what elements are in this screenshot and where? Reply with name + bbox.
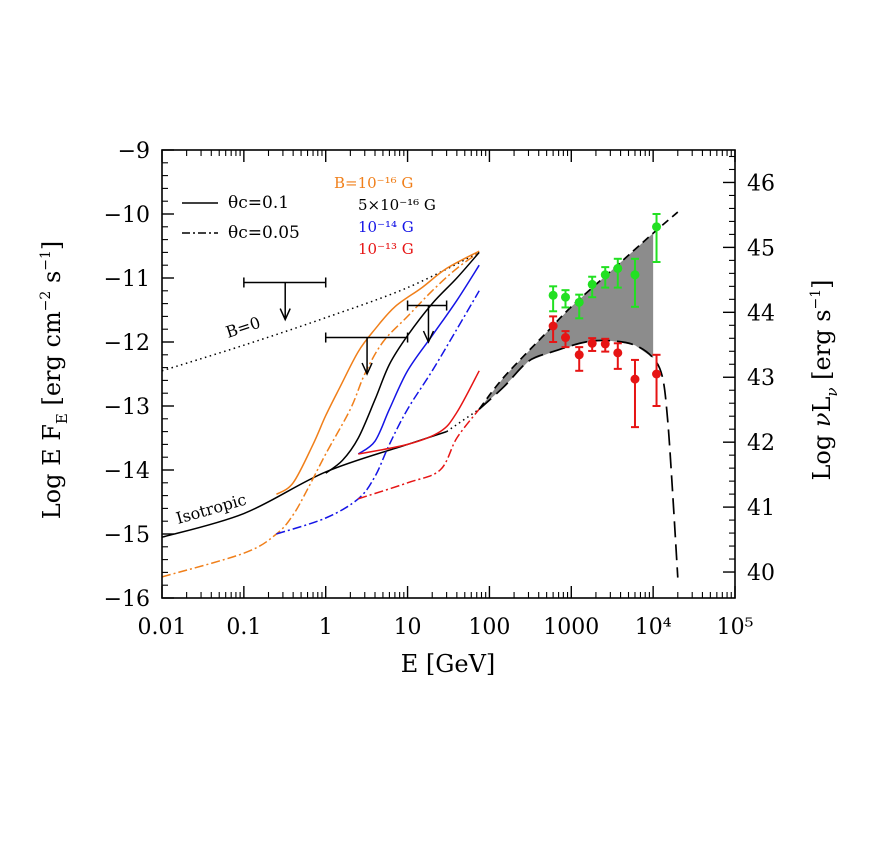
y-tick-label-right-6: 46 [747, 171, 775, 196]
upper-limits-layer [243, 277, 448, 376]
series-line-4 [162, 251, 480, 578]
data-point-high-1 [561, 292, 571, 302]
legend-field-1e-13: 10⁻¹³ G [358, 240, 414, 258]
data-points-layer [548, 213, 662, 429]
upper-limit-arrowhead-1 [361, 362, 373, 376]
series-line-9 [358, 408, 480, 500]
y-tick-label-right-3: 43 [747, 366, 775, 391]
data-point-low-7 [652, 369, 662, 379]
x-tick-label-1: 0.1 [226, 615, 261, 640]
series-line-11 [478, 339, 679, 578]
model-band-layer [479, 233, 654, 410]
data-point-high-3 [587, 279, 597, 289]
y-tick-label-right-1: 41 [747, 496, 775, 521]
annotation-b0: B=0 [223, 313, 262, 342]
x-tick-label-4: 100 [468, 615, 510, 640]
y-tick-label-right-0: 40 [747, 561, 775, 586]
plot-frame [161, 149, 736, 599]
y-tick-label-right-5: 45 [747, 236, 775, 261]
model-band-shading [479, 233, 654, 410]
y-tick-label-left-4: −12 [104, 331, 150, 356]
data-point-high-6 [630, 270, 640, 280]
upper-limit-arrowhead-0 [279, 308, 291, 322]
x-tick-label-0: 0.01 [138, 615, 187, 640]
data-point-low-0 [548, 321, 558, 331]
legend-label-theta-0.05: θc=0.05 [228, 223, 300, 243]
data-point-high-2 [574, 297, 584, 307]
x-tick-label-7: 10⁵ [717, 615, 754, 640]
legend-label-theta-0.1: θc=0.1 [228, 193, 289, 213]
data-point-low-4 [600, 339, 610, 349]
data-point-low-6 [630, 374, 640, 384]
y-tick-label-right-2: 42 [747, 431, 775, 456]
y-tick-label-left-2: −14 [104, 459, 150, 484]
series-line-8 [358, 370, 480, 455]
model-curves-layer [162, 211, 679, 578]
x-tick-label-3: 10 [394, 615, 422, 640]
x-tick-label-5: 1000 [543, 615, 599, 640]
data-point-low-1 [561, 333, 571, 343]
legend: θc=0.1 θc=0.05 B=10⁻¹⁶ G 5×10⁻¹⁶ G 10⁻¹⁴… [182, 174, 436, 258]
x-tick-label-6: 10⁴ [635, 615, 672, 640]
y-tick-label-left-6: −10 [104, 203, 150, 228]
data-point-high-4 [600, 270, 610, 280]
series-line-5 [325, 251, 480, 474]
legend-field-5e-16: 5×10⁻¹⁶ G [358, 196, 436, 214]
series-line-7 [276, 290, 480, 535]
data-point-high-7 [652, 222, 662, 232]
x-tick-label-2: 1 [319, 615, 333, 640]
data-point-low-2 [574, 350, 584, 360]
ticks-layer: 0.01 0.1 1 10 100 1000 10⁴ 10⁵ −16 −15 −14 −13 −12 −1… [104, 139, 775, 640]
y-axis-title-right: Log νLν [erg s−1] [808, 279, 841, 480]
legend-field-1e-16: B=10⁻¹⁶ G [334, 174, 413, 192]
x-axis-title: E [GeV] [401, 650, 496, 678]
y-tick-label-right-4: 44 [747, 301, 775, 326]
y-tick-label-left-3: −13 [104, 395, 150, 420]
series-line-10 [478, 211, 679, 410]
series-line-0 [162, 251, 480, 372]
y-tick-label-left-5: −11 [104, 267, 150, 292]
data-point-high-5 [613, 263, 623, 273]
y-tick-label-left-1: −15 [104, 523, 150, 548]
series-line-6 [357, 264, 480, 455]
y-tick-label-left-7: −9 [118, 139, 150, 164]
y-axis-title-left: Log E FE [erg cm−2 s−1] [38, 241, 71, 520]
data-point-high-0 [548, 290, 558, 300]
series-line-3 [276, 250, 480, 495]
upper-limit-arrowhead-2 [422, 330, 435, 344]
data-point-low-3 [587, 338, 597, 348]
annotation-isotropic: Isotropic [174, 490, 249, 528]
legend-field-1e-14: 10⁻¹⁴ G [358, 218, 414, 236]
data-point-low-5 [613, 348, 623, 358]
y-tick-label-left-0: −16 [104, 587, 150, 612]
